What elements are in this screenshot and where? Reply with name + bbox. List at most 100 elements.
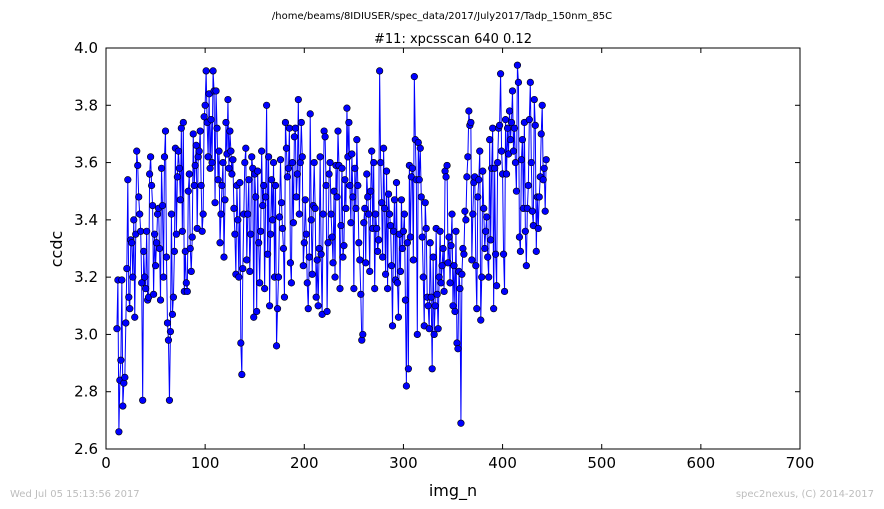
data-point: [255, 239, 263, 247]
data-point: [227, 147, 235, 155]
data-point: [473, 305, 481, 313]
data-point: [446, 279, 454, 287]
data-point: [218, 181, 226, 190]
data-point: [500, 287, 509, 296]
data-point: [485, 273, 493, 281]
data-point: [299, 262, 307, 270]
data-point: [302, 230, 310, 238]
data-point: [434, 325, 442, 333]
data-point: [272, 342, 281, 350]
data-point: [430, 330, 438, 339]
data-point: [136, 210, 144, 218]
x-tick-label: 300: [389, 454, 418, 472]
data-point: [159, 273, 168, 281]
data-point: [176, 196, 184, 204]
y-tick-label: 3.4: [74, 211, 98, 229]
data-point: [539, 176, 547, 184]
chart-title: #11: xpcsscan 640 0.12: [374, 32, 532, 47]
data-point: [452, 227, 460, 235]
data-point: [463, 173, 471, 181]
data-point: [185, 170, 193, 178]
data-point: [374, 247, 382, 255]
data-point: [360, 219, 368, 227]
data-point: [462, 216, 470, 224]
data-point: [149, 201, 157, 210]
data-point: [522, 262, 530, 270]
data-point: [222, 118, 230, 127]
data-point: [314, 302, 322, 310]
data-point: [170, 247, 179, 255]
data-point: [461, 207, 469, 215]
data-point: [197, 181, 205, 190]
data-point: [513, 61, 522, 69]
data-point: [186, 244, 194, 253]
data-point: [503, 124, 512, 132]
data-point: [138, 279, 146, 287]
data-point: [141, 273, 149, 281]
y-tick-label: 2.8: [74, 383, 98, 401]
data-point: [526, 78, 534, 86]
data-point: [313, 256, 321, 264]
data-point: [445, 233, 453, 241]
data-point: [537, 130, 545, 138]
data-point: [385, 210, 394, 218]
data-point: [147, 153, 155, 161]
data-point: [379, 253, 387, 261]
data-point: [334, 127, 342, 135]
data-point: [244, 210, 252, 218]
data-point: [402, 382, 411, 390]
data-point: [303, 279, 311, 287]
data-point: [126, 305, 134, 313]
data-point: [288, 158, 296, 167]
data-point: [382, 167, 391, 175]
data-point: [359, 330, 367, 339]
data-point: [140, 247, 148, 255]
data-point: [469, 210, 477, 218]
data-point: [508, 87, 517, 95]
data-point: [531, 121, 539, 129]
data-point: [493, 282, 501, 290]
data-point: [506, 136, 515, 144]
data-point: [484, 253, 492, 261]
file-path-label: /home/beams/8IDIUSER/spec_data/2017/July…: [272, 11, 612, 22]
data-point: [322, 181, 330, 190]
data-point: [273, 305, 282, 313]
data-point: [426, 239, 434, 247]
data-point: [464, 153, 472, 161]
data-point: [381, 270, 390, 278]
data-point: [457, 419, 465, 427]
data-point: [263, 101, 271, 109]
data-point: [511, 158, 520, 167]
data-point: [444, 259, 452, 267]
data-point: [351, 164, 359, 172]
data-point: [400, 210, 409, 218]
data-point: [307, 216, 315, 224]
data-point: [534, 224, 542, 233]
data-point: [128, 239, 136, 247]
data-point: [166, 327, 175, 336]
data-point: [479, 167, 487, 175]
data-point: [368, 147, 376, 155]
data-point: [237, 339, 245, 347]
data-point: [326, 158, 334, 167]
data-point: [530, 95, 538, 104]
data-point: [298, 153, 306, 161]
data-point: [440, 287, 448, 296]
y-tick-label: 2.6: [74, 440, 98, 458]
data-point: [293, 170, 301, 178]
data-point: [408, 164, 416, 172]
data-point: [331, 273, 339, 281]
data-point: [505, 107, 514, 115]
data-point: [295, 210, 303, 218]
data-point: [517, 156, 526, 164]
data-point: [458, 270, 466, 278]
data-point: [527, 158, 535, 167]
data-point: [342, 204, 350, 212]
data-point: [339, 253, 347, 261]
data-point: [291, 124, 299, 132]
data-point: [468, 256, 476, 264]
data-point: [262, 193, 270, 201]
data-point: [475, 176, 483, 184]
data-point: [436, 227, 444, 235]
data-point: [160, 153, 169, 161]
